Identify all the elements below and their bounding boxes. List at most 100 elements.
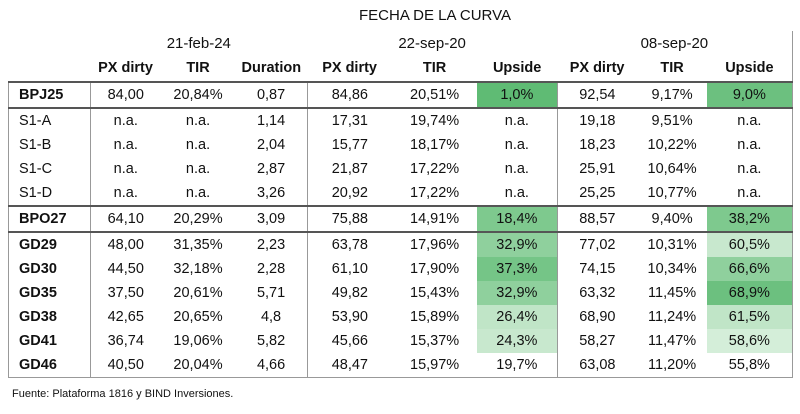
table-cell: 20,84% bbox=[160, 81, 236, 108]
table-title: FECHA DE LA CURVA bbox=[359, 7, 511, 24]
table-cell: 25,25 bbox=[556, 181, 638, 206]
table-cell: n.a. bbox=[477, 107, 558, 133]
table-cell: 19,74% bbox=[392, 107, 478, 133]
table-body: BPJ25 84,00 20,84% 0,87 84,86 20,51% 1,0% 92,54… bbox=[8, 81, 793, 378]
row-label: BPO27 bbox=[8, 205, 91, 232]
table-cell: 9,40% bbox=[637, 205, 708, 232]
table-cell: 2,04 bbox=[256, 137, 286, 153]
table-cell: 48,47 bbox=[306, 353, 393, 378]
table-cell: 19,06% bbox=[173, 333, 223, 349]
table: 21-feb-24 22-sep-20 08-sep-20 PX dirty TIR Du… bbox=[8, 31, 793, 378]
table-cell: 5,82 bbox=[256, 333, 286, 349]
table-cell: 49,82 bbox=[306, 281, 393, 305]
table-cell: 20,65% bbox=[173, 309, 223, 325]
row-label: S1-B bbox=[8, 133, 91, 157]
row-label: GD29 bbox=[8, 231, 91, 257]
table-cell: n.a. bbox=[90, 107, 161, 133]
table-cell: 18,4% bbox=[477, 205, 558, 232]
table-cell: 11,20% bbox=[637, 353, 708, 378]
table-cell: 74,15 bbox=[556, 257, 638, 281]
column-header: Upside bbox=[707, 55, 793, 82]
table-cell: 20,92 bbox=[306, 181, 393, 206]
table-cell: n.a. bbox=[707, 133, 793, 157]
table-cell: 60,5% bbox=[707, 231, 793, 257]
table-cell: 20,29% bbox=[160, 205, 236, 232]
table-cell: 17,22% bbox=[410, 185, 460, 201]
corner bbox=[9, 31, 91, 55]
table-cell: 15,37% bbox=[410, 333, 460, 349]
row-label: S1-A bbox=[8, 107, 91, 133]
table-cell: 32,9% bbox=[477, 231, 558, 257]
table-cell: 84,86 bbox=[306, 81, 393, 108]
table-cell: 53,90 bbox=[306, 305, 393, 329]
table-cell: 11,45% bbox=[648, 285, 697, 301]
column-header: Duration bbox=[241, 60, 302, 76]
table-cell: 84,00 bbox=[90, 81, 161, 108]
row-label: GD30 bbox=[8, 257, 91, 281]
table-cell: 55,8% bbox=[707, 353, 793, 378]
table-cell: 44,50 bbox=[90, 257, 161, 281]
table-cell: 5,71 bbox=[256, 285, 286, 301]
table-cell: 1,14 bbox=[235, 107, 308, 133]
table-cell: 38,2% bbox=[707, 205, 793, 232]
table-header: 21-feb-24 22-sep-20 08-sep-20 PX dirty TIR Du… bbox=[9, 31, 793, 82]
table-cell: n.a. bbox=[90, 133, 161, 157]
table-cell: 10,64% bbox=[647, 161, 697, 177]
table-cell: 11,47% bbox=[648, 333, 697, 349]
table-cell: 9,17% bbox=[637, 81, 708, 108]
corner bbox=[9, 55, 91, 82]
table-row: S1-A n.a. n.a. 1,14 17,31 19,74% n.a. 19,18 9,51… bbox=[8, 107, 793, 133]
table-cell: 10,22% bbox=[647, 137, 697, 153]
table-cell: 20,61% bbox=[173, 285, 223, 301]
table-cell: n.a. bbox=[504, 161, 529, 177]
table-cell: n.a. bbox=[707, 157, 793, 181]
table-cell: 10,34% bbox=[647, 261, 697, 277]
table-cell: 37,3% bbox=[477, 257, 558, 281]
table-cell: 19,7% bbox=[477, 353, 558, 378]
table-cell: 10,31% bbox=[637, 231, 708, 257]
column-header: TIR bbox=[660, 60, 684, 76]
table-cell: 31,35% bbox=[160, 231, 236, 257]
table-cell: 2,87 bbox=[256, 161, 286, 177]
table-cell: 18,17% bbox=[410, 137, 460, 153]
table-cell: 20,04% bbox=[160, 353, 236, 378]
table-cell: 3,09 bbox=[235, 205, 308, 232]
group-header: 21-feb-24 bbox=[166, 34, 231, 52]
table-cell: 17,96% bbox=[392, 231, 478, 257]
table-row: BPO27 64,10 20,29% 3,09 75,88 14,91% 18,4% 88,5… bbox=[8, 205, 793, 232]
table-cell: 4,66 bbox=[235, 353, 308, 378]
table-cell: 63,08 bbox=[556, 353, 638, 378]
table-cell: 48,00 bbox=[90, 231, 161, 257]
row-label: GD38 bbox=[8, 305, 91, 329]
table-cell: 9,0% bbox=[707, 81, 793, 108]
row-label: BPJ25 bbox=[8, 81, 91, 108]
table-row: S1-B n.a. n.a. 2,04 15,77 18,17% n.a. 18,23 10,2… bbox=[8, 133, 793, 157]
table-row: GD35 37,50 20,61% 5,71 49,82 15,43% 32,9% 63,32… bbox=[8, 281, 793, 305]
table-cell: 3,26 bbox=[256, 185, 286, 201]
column-header: Upside bbox=[492, 60, 542, 76]
row-label: GD41 bbox=[8, 329, 91, 353]
table-cell: n.a. bbox=[707, 107, 793, 133]
table-cell: 61,10 bbox=[306, 257, 393, 281]
table-cell: 15,43% bbox=[410, 285, 460, 301]
table-cell: n.a. bbox=[707, 181, 793, 206]
table-cell: 63,78 bbox=[306, 231, 393, 257]
table-cell: 58,6% bbox=[707, 329, 793, 353]
table-cell: n.a. bbox=[90, 181, 161, 206]
table-cell: 68,9% bbox=[707, 281, 793, 305]
group-header-row: 21-feb-24 22-sep-20 08-sep-20 bbox=[9, 31, 793, 55]
table-cell: 77,02 bbox=[556, 231, 638, 257]
table-cell: 68,90 bbox=[556, 305, 638, 329]
table-cell: 1,0% bbox=[477, 81, 558, 108]
table-cell: n.a. bbox=[504, 185, 529, 201]
table-cell: 19,18 bbox=[556, 107, 638, 133]
column-header-row: PX dirty TIR Duration PX dirty TIR Upside PX d… bbox=[9, 55, 793, 82]
table-cell: 15,77 bbox=[306, 133, 393, 157]
table-cell: 17,90% bbox=[410, 261, 460, 277]
table-cell: 17,31 bbox=[306, 107, 393, 133]
column-header: PX dirty bbox=[569, 60, 625, 76]
table-cell: 36,74 bbox=[90, 329, 161, 353]
table-cell: 92,54 bbox=[556, 81, 638, 108]
table-cell: n.a. bbox=[185, 185, 211, 201]
table-cell: n.a. bbox=[185, 137, 211, 153]
